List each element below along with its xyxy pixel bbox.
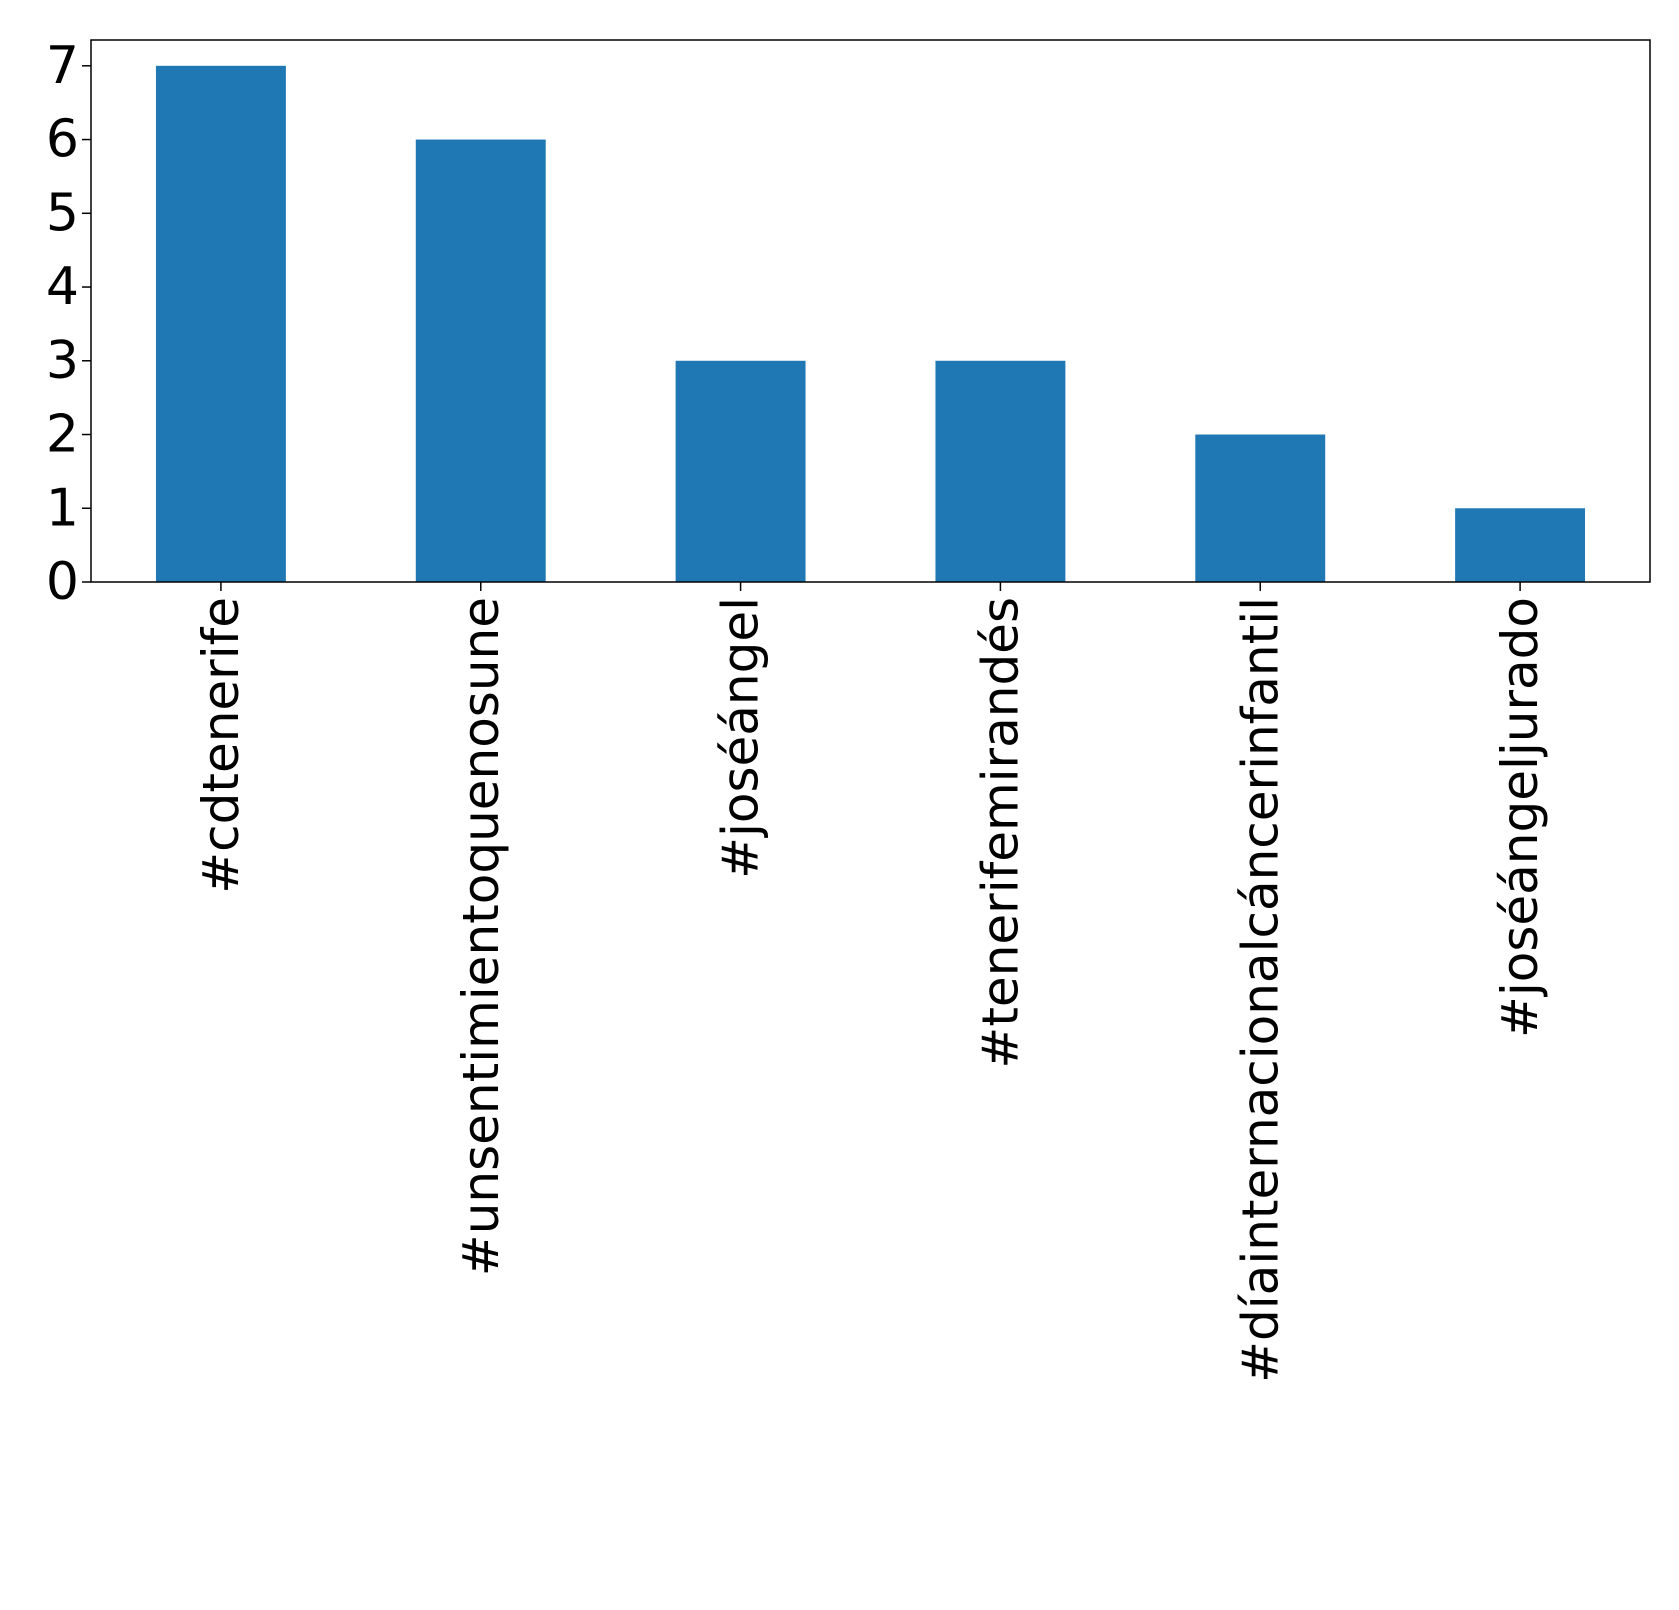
bar — [935, 360, 1066, 582]
bar — [1195, 434, 1326, 582]
y-tick-label: 2 — [46, 405, 79, 465]
y-tick-label: 6 — [46, 110, 79, 170]
bars-group — [155, 65, 1586, 583]
bar — [675, 360, 806, 582]
y-tick-label: 0 — [46, 552, 79, 612]
bar — [415, 139, 546, 582]
x-tick-label: #unsentimientoquenosune — [452, 597, 510, 1276]
x-tick-label: #díainternacionalcáncerinfantil — [1231, 597, 1289, 1383]
x-tick-label: #joséángel — [712, 597, 770, 879]
y-tick-label: 7 — [46, 36, 79, 96]
x-axis: #cdtenerife #unsentimientoquenosune #joséá… — [192, 582, 1549, 1383]
y-tick-label: 1 — [46, 478, 79, 538]
y-tick-label: 5 — [46, 183, 79, 243]
bar — [155, 65, 286, 583]
x-tick-label: #tenerifemirandés — [971, 597, 1029, 1069]
plot-frame — [90, 39, 1651, 583]
bar — [1455, 508, 1586, 582]
x-tick-label: #joséángeljurado — [1491, 597, 1549, 1038]
x-tick-label: #cdtenerife — [192, 597, 250, 894]
y-tick-label: 3 — [46, 331, 79, 391]
y-axis: 0 1 2 3 4 5 6 7 — [46, 36, 91, 612]
y-tick-label: 4 — [46, 257, 79, 317]
